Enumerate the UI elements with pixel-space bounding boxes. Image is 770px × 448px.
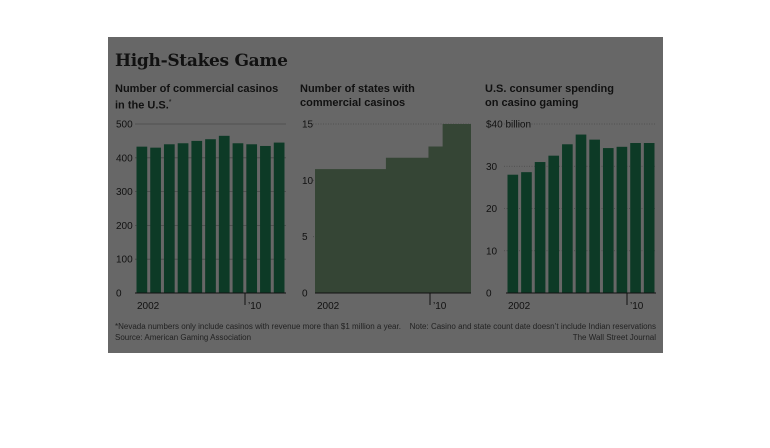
chart1-xtick-label: 2002 — [137, 301, 160, 312]
chart2-xtick-label: ’10 — [433, 301, 447, 312]
chart3-xtick-label: 2002 — [508, 301, 531, 312]
footnote-nevada: *Nevada numbers only include casinos wit… — [115, 322, 401, 331]
chart3-bar — [507, 174, 519, 293]
chart3-bar — [630, 143, 641, 293]
footnote-publisher: The Wall Street Journal — [572, 333, 656, 342]
chart3-bar — [534, 162, 546, 293]
chart1-bar — [150, 147, 161, 293]
chart3-bar — [575, 134, 587, 293]
chart-panel: High-Stakes Game Number of commercial ca… — [108, 37, 663, 353]
chart2-ytick-label: 5 — [302, 232, 308, 243]
chart1-ytick-label: 400 — [116, 153, 133, 164]
chart3-title: U.S. consumer spending on casino gaming — [485, 82, 614, 110]
chart2-ytick-label: 10 — [302, 176, 314, 187]
chart3-bar — [616, 146, 628, 293]
chart1-bar — [191, 140, 203, 293]
chart2-title-line2: commercial casinos — [300, 97, 406, 109]
chart2-xtick-label: 2002 — [317, 301, 340, 312]
chart1-bar — [232, 143, 244, 293]
chart3-ytick-label: 10 — [486, 246, 498, 257]
chart2-title: Number of states with commercial casinos — [300, 82, 415, 110]
chart2-area — [315, 124, 471, 293]
chart1-bar — [205, 139, 216, 293]
chart1-bar — [273, 142, 285, 293]
chart1-ytick-label: 300 — [116, 187, 133, 198]
chart1-title: Number of commercial casinos in the U.S.… — [115, 82, 278, 113]
chart1-ytick-label: 500 — [116, 120, 133, 131]
chart3-ytick-label: $40 billion — [486, 120, 531, 131]
chart3-title-line1: U.S. consumer spending — [485, 83, 614, 95]
chart-title: High-Stakes Game — [115, 51, 288, 71]
chart1-bar — [218, 135, 230, 293]
chart1-title-line1: Number of commercial casinos — [115, 83, 279, 95]
chart3-bar — [602, 148, 614, 293]
chart1-bar — [163, 144, 175, 293]
chart1-ytick-label: 200 — [116, 221, 133, 232]
chart3-bar — [562, 144, 573, 293]
chart3-ytick-label: 0 — [486, 289, 492, 300]
chart1-ytick-label: 100 — [116, 255, 133, 266]
chart1-bar — [246, 144, 258, 293]
chart2-ytick-label: 0 — [302, 289, 308, 300]
chart1-title-footnote-mark: * — [168, 99, 172, 106]
chart1-bar — [136, 146, 148, 293]
chart3-title-line2: on casino gaming — [485, 97, 579, 109]
plots-svg: 0 100 200 300 400 500 2002 ’10 0 5 10 15 2002 ’10 0 10 2… — [116, 120, 656, 312]
chart1-xtick-label: ’10 — [248, 301, 262, 312]
chart3-bar — [589, 139, 600, 293]
chart3-ytick-label: 20 — [486, 204, 498, 215]
chart1-bar — [177, 143, 189, 293]
chart3-ytick-label: 30 — [486, 162, 498, 173]
chart3-bar — [521, 172, 532, 293]
chart1-ytick-label: 0 — [116, 289, 122, 300]
chart3-bar — [548, 155, 560, 293]
chart2-title-line1: Number of states with — [300, 83, 415, 95]
footnote-note: Note: Casino and state count date doesn’… — [409, 322, 656, 331]
chart1-title-line2: in the U.S. — [115, 99, 169, 112]
chart2-ytick-label: 15 — [302, 120, 314, 131]
chart3-bar — [643, 143, 655, 293]
chart3-xtick-label: ’10 — [630, 301, 644, 312]
chart1-bar — [260, 145, 271, 293]
footnote-source: Source: American Gaming Association — [115, 333, 252, 342]
